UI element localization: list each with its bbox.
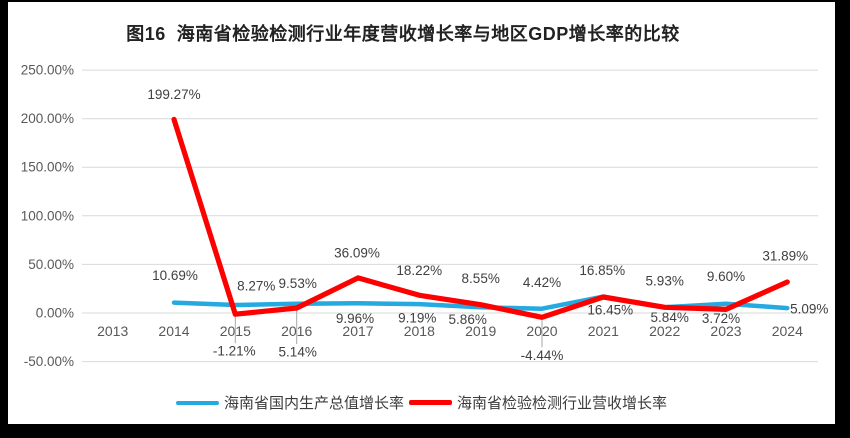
data-label-series-0: 5.86%: [449, 312, 487, 327]
data-label-series-0: 5.93%: [646, 274, 684, 289]
x-axis-category-label: 2024: [772, 323, 803, 339]
legend-item-gdp-growth: 海南省国内生产总值增长率: [175, 392, 404, 413]
data-label-series-1: 5.14%: [279, 345, 317, 360]
data-label-series-1: 3.72%: [702, 311, 740, 326]
y-axis-tick-label: 150.00%: [21, 160, 74, 175]
data-label-series-1: 36.09%: [334, 245, 380, 260]
legend: 海南省国内生产总值增长率 海南省检验检测行业营收增长率: [8, 392, 835, 413]
data-label-series-1: 8.55%: [462, 271, 500, 286]
data-label-series-0: 5.09%: [790, 302, 828, 317]
y-axis-tick-label: 100.00%: [21, 208, 74, 223]
data-label-series-1: 5.84%: [651, 310, 689, 325]
x-axis-category-label: 2019: [465, 323, 496, 339]
data-label-series-1: 18.22%: [396, 263, 442, 278]
y-axis-tick-label: -50.00%: [24, 354, 74, 369]
data-label-series-1: 16.45%: [587, 303, 633, 318]
legend-swatch-gdp-line: [175, 400, 219, 405]
legend-swatch-industry-line: [409, 400, 452, 405]
legend-label-industry-revenue-growth: 海南省检验检测行业营收增长率: [457, 395, 668, 412]
chart-figure: 图16 海南省检验检测行业年度营收增长率与地区GDP增长率的比较 250.00%…: [8, 2, 835, 424]
data-label-series-0: 10.69%: [152, 268, 198, 283]
data-label-series-0: 8.27%: [237, 279, 275, 294]
x-axis-category-label: 2014: [158, 323, 189, 339]
x-axis-category-label: 2023: [710, 323, 741, 339]
legend-label-gdp-growth: 海南省国内生产总值增长率: [223, 395, 404, 412]
data-label-series-1: 31.89%: [762, 249, 808, 264]
chart-title: 图16 海南省检验检测行业年度营收增长率与地区GDP增长率的比较: [126, 24, 680, 44]
y-axis-tick-label: 250.00%: [21, 63, 74, 78]
x-axis-category-label: 2022: [649, 323, 680, 339]
series-line-1: [171, 116, 790, 320]
data-label-series-0: 4.42%: [523, 275, 561, 290]
y-axis-tick-label: 0.00%: [36, 306, 74, 321]
data-label-series-0: 9.19%: [398, 311, 436, 326]
data-label-series-1: 199.27%: [147, 87, 200, 102]
y-axis-tick-label: 50.00%: [28, 257, 74, 272]
x-axis-category-label: 2018: [404, 323, 435, 339]
data-label-series-0: 9.60%: [707, 269, 745, 284]
x-axis-category-label: 2021: [588, 323, 619, 339]
data-label-series-1: -4.44%: [521, 348, 564, 363]
data-label-series-1: -1.21%: [213, 344, 256, 359]
legend-item-industry-revenue-growth: 海南省检验检测行业营收增长率: [409, 392, 667, 413]
data-label-series-0: 16.85%: [579, 263, 625, 278]
y-axis-tick-label: 200.00%: [21, 111, 74, 126]
x-axis-category-label: 2017: [342, 323, 373, 339]
data-label-series-0: 9.53%: [279, 276, 317, 291]
data-label-series-0: 9.96%: [336, 311, 374, 326]
x-axis-category-label: 2013: [97, 323, 128, 339]
